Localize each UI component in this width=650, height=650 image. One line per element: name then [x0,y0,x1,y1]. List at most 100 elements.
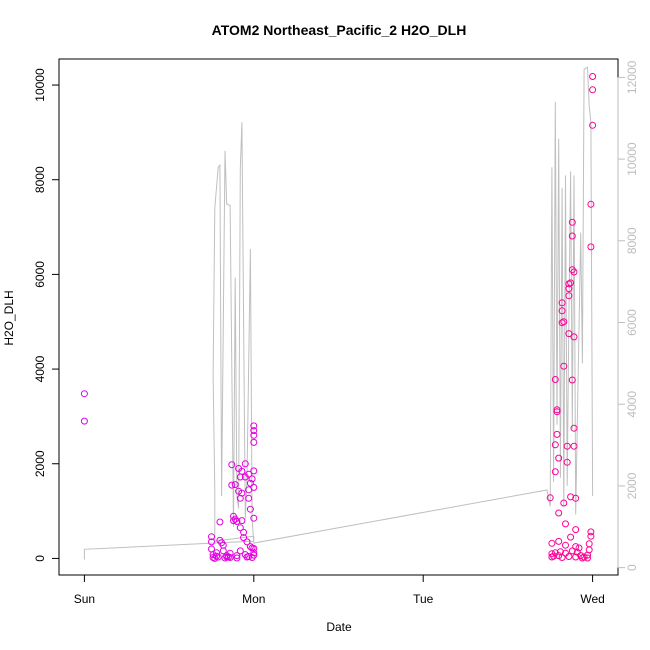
data-point [228,481,236,489]
data-point [238,517,246,525]
data-point [245,494,253,502]
data-point [589,86,597,94]
data-point [558,307,566,315]
y-axis-label: H2O_DLH [2,290,16,345]
data-point [555,509,563,517]
data-point [240,534,248,542]
data-point [563,458,571,466]
right-y-axis: 0 2000 4000 6000 8000 10000 12000 [617,60,639,571]
left-y-axis: 0 2000 4000 6000 8000 10000 [33,68,60,562]
data-point [565,553,573,560]
data-point [555,552,563,560]
data-point [243,538,251,546]
data-point [558,554,566,561]
x-axis-tick-label: Mon [242,592,265,606]
data-point [548,539,556,547]
data-point [562,520,569,528]
data-point [565,330,573,338]
x-axis-tick-label: Tue [413,592,434,606]
data-point [565,280,573,288]
left-axis-tick-label: 4000 [33,355,47,382]
data-point [572,526,580,534]
right-axis-tick-label: 12000 [625,60,639,94]
data-point [80,417,88,425]
data-point [551,376,559,383]
data-point [233,518,241,525]
data-point [231,481,239,489]
data-point [230,517,237,525]
data-point [219,541,227,549]
data-point [216,518,224,526]
data-point [570,333,578,341]
data-point [250,467,258,475]
data-point [250,483,258,491]
data-point [241,460,249,468]
data-point [553,430,561,438]
data-point [80,390,88,398]
data-point [553,406,561,414]
data-point [587,532,595,540]
data-point [250,431,258,439]
data-point [246,543,254,551]
data-point [250,438,258,446]
data-point [560,362,568,370]
data-point [546,494,554,502]
data-point [236,547,244,555]
secondary-series-line-group [83,66,594,560]
data-point [558,299,566,307]
data-point [587,528,595,536]
x-axis-label: Date [326,620,352,634]
data-point [563,442,571,450]
right-axis-tick-label: 0 [625,564,639,571]
data-point [238,467,246,475]
data-point [245,470,253,478]
data-point [562,541,569,549]
data-point [226,549,234,557]
data-point [575,544,583,552]
data-point [246,479,254,487]
data-point [236,524,244,532]
data-point [558,319,566,327]
data-point [551,441,559,449]
data-point [580,553,588,561]
data-point [250,514,258,522]
data-point [233,554,241,562]
data-point [587,243,595,251]
data-point [248,554,256,561]
data-point [568,547,576,555]
data-point [250,427,258,435]
right-axis-tick-label: 4000 [625,391,639,418]
right-axis-tick-label: 10000 [625,142,639,176]
data-point [585,546,593,554]
data-point [553,408,561,416]
chart-title: ATOM2 Northeast_Pacific_2 H2O_DLH [212,22,467,38]
data-point [241,551,249,559]
data-point [240,528,248,536]
data-point [555,454,563,462]
data-point [248,475,256,483]
data-point [567,279,575,287]
data-point [250,549,258,557]
data-point [226,554,234,561]
data-point [585,540,593,548]
plot-area-frame [58,58,619,576]
left-axis-tick-label: 8000 [33,166,47,193]
right-axis-tick-label: 6000 [625,309,639,336]
data-point [568,218,576,226]
data-point [567,533,575,541]
x-axis: Sun Mon Tue Wed [74,574,605,606]
data-point [587,200,595,208]
data-point [568,376,576,384]
data-point [250,545,258,552]
data-point [208,538,215,546]
data-point [568,232,576,240]
secondary-series-line [83,66,594,560]
data-point [250,422,258,430]
data-point [548,553,556,561]
left-axis-tick-label: 2000 [33,450,47,477]
left-axis-tick-label: 6000 [33,261,47,288]
x-axis-tick-label: Sun [74,592,95,606]
x-axis-tick-label: Wed [580,592,604,606]
data-point [572,494,580,502]
data-point [246,505,254,513]
